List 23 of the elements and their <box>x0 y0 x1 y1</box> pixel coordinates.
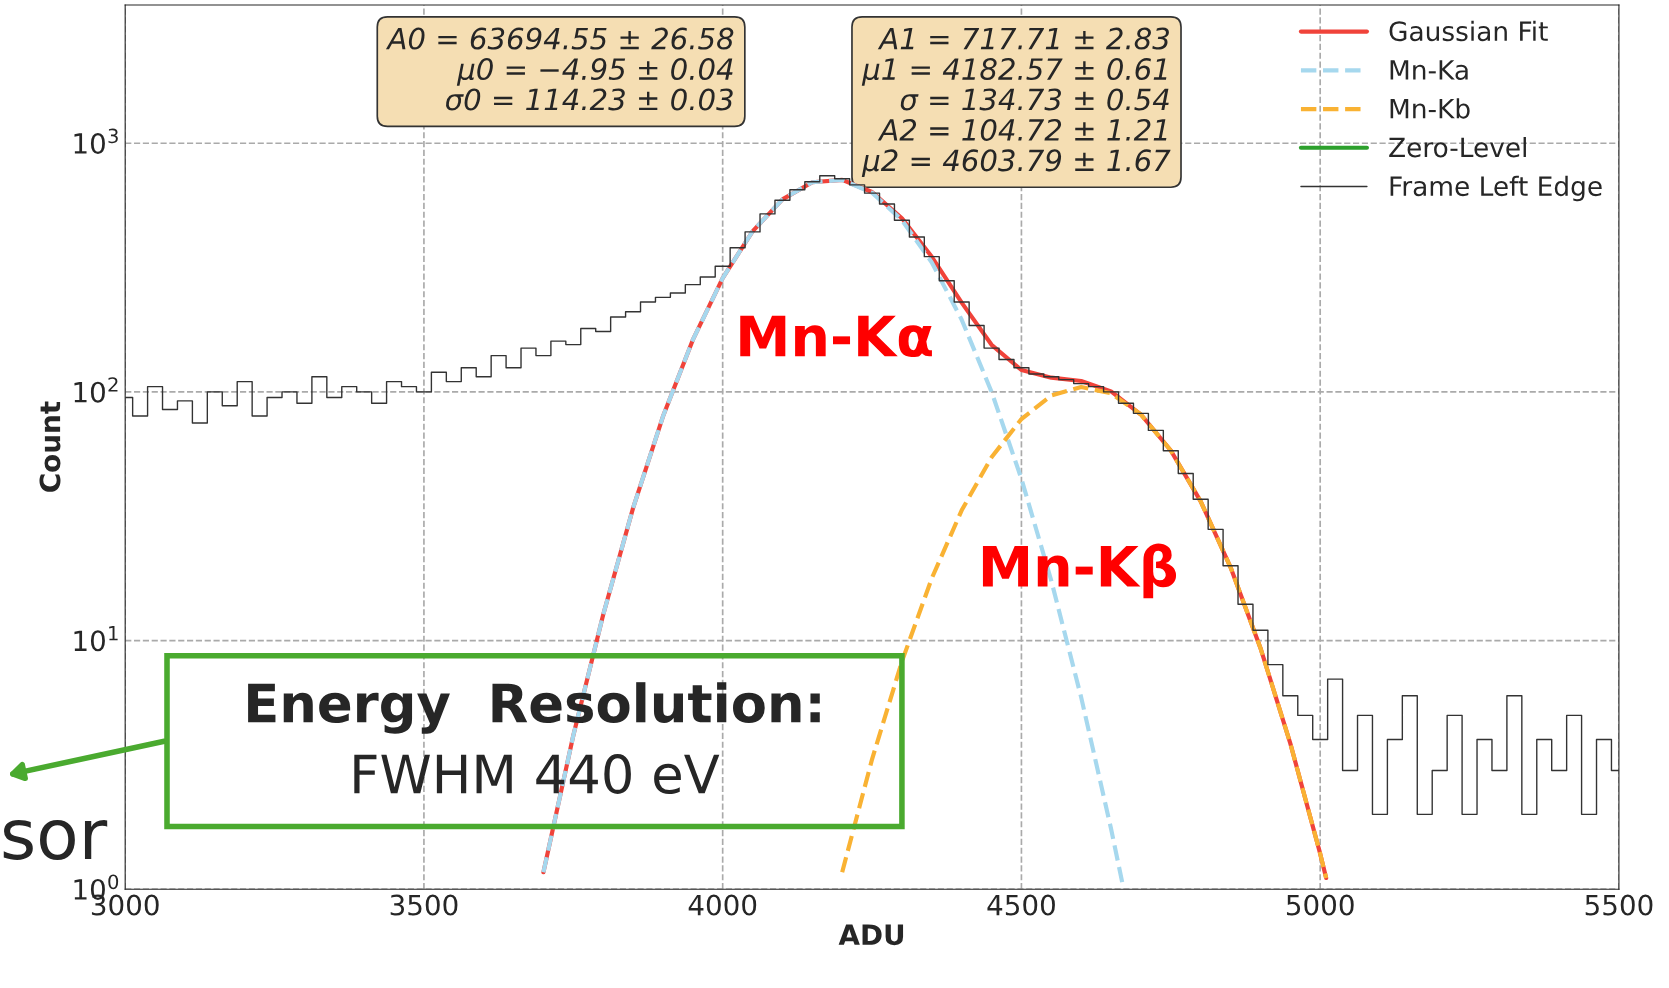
annotation: A1 = 717.71 ± 2.83 μ1 = 4182.57 ± 0.61 σ = 134.73 ± 0.54 A2 = 104.72 ± 1.21 μ2 = 4603.79 ± 1.67 <box>861 27 1171 178</box>
annotation: A0 = 63694.55 ± 26.58 μ0 = −4.95 ± 0.04 σ0 = 114.23 ± 0.03 <box>385 27 734 111</box>
y-axis-title: Count <box>39 401 61 492</box>
x-tick-label: 3500 <box>390 894 458 916</box>
legend-label: Gaussian Fit <box>1389 20 1548 42</box>
y-tick-label: 10$^{2}$ <box>74 377 118 403</box>
x-tick-label: 4000 <box>688 894 757 916</box>
annotation: FWHM 440 eV <box>354 754 720 794</box>
y-tick-label: 10$^{3}$ <box>74 128 118 154</box>
x-tick-label: 4500 <box>987 894 1055 916</box>
text: sor <box>3 820 108 860</box>
legend-label: Mn-Kb <box>1390 98 1470 119</box>
x-tick-label: 5500 <box>1585 894 1653 916</box>
annotation: Mn-Kα <box>740 315 932 357</box>
x-axis-title: ADU <box>838 924 904 946</box>
x-tick-label: 5000 <box>1286 894 1354 916</box>
y-tick-label: 10$^{1}$ <box>74 626 118 652</box>
annotation: Mn-Kβ <box>982 543 1177 599</box>
legend-label: Zero-Level <box>1389 136 1526 158</box>
legend-label: Frame Left Edge <box>1390 175 1602 202</box>
annotation: Energy Resolution: <box>248 682 820 734</box>
legend-label: Mn-Ka <box>1390 60 1468 80</box>
line-series <box>840 384 1329 881</box>
